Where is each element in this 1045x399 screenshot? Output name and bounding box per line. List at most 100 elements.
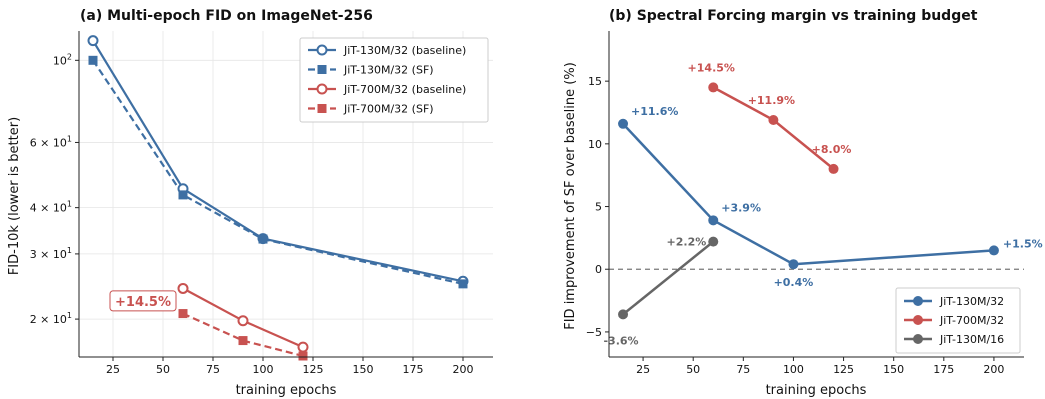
x-tick-label: 175 — [403, 363, 424, 376]
data-point-jit-130m-32-sf — [178, 190, 188, 200]
y-tick-base: 3 × 10 — [30, 248, 67, 261]
legend-label: JiT-700M/32 (baseline) — [343, 83, 466, 96]
data-label-jit-130m-16: +2.2% — [667, 236, 707, 249]
data-point-jit-700m-32-sf — [178, 309, 188, 319]
legend-label: JiT-130M/32 (baseline) — [343, 44, 466, 57]
panel-b-ticks: 25 50 75 100 125 150 175 200 −5 0 5 10 15 — [586, 75, 1005, 376]
legend-marker — [317, 104, 327, 113]
x-tick-label: 200 — [453, 363, 474, 376]
data-label-jit-130m-32: +1.5% — [1003, 237, 1043, 250]
legend-marker — [317, 65, 327, 74]
data-point-jit-700m-32 — [708, 82, 719, 93]
data-label-jit-130m-32: +11.6% — [631, 105, 678, 118]
legend-marker — [316, 83, 328, 95]
x-tick-label: 50 — [686, 363, 700, 376]
panel-b-legend: JiT-130M/32 JiT-700M/32 JiT-130M/16 — [895, 287, 1021, 354]
y-tick-label: 2 × 101 — [30, 311, 72, 326]
y-tick-base: 6 × 10 — [30, 136, 67, 149]
x-tick-label: 25 — [636, 363, 650, 376]
panel-b-point-labels: +11.6% +3.9% +0.4% +1.5% +14.5% +11.9% +8.0% -3… — [603, 61, 1042, 347]
data-label-jit-130m-16: -3.6% — [603, 334, 638, 347]
data-point-jit-130m-32 — [988, 245, 999, 256]
annotation-box — [109, 290, 177, 312]
data-point-jit-130m-16 — [618, 309, 629, 320]
legend-marker — [913, 296, 923, 306]
series-line-jit-130m-32-sf — [92, 59, 464, 285]
data-point-jit-700m-32-sf — [238, 336, 248, 346]
x-tick-label: 125 — [833, 363, 854, 376]
data-point-jit-700m-32-sf — [298, 351, 308, 361]
legend-label: JiT-130M/32 — [939, 295, 1004, 308]
legend-label: JiT-700M/32 — [939, 314, 1004, 327]
y-tick-label: −5 — [586, 326, 602, 339]
panel-a-legend: JiT-130M/32 (baseline) JiT-130M/32 (SF) Ji… — [299, 37, 489, 123]
panel-a-y-axis-label: FID-10k (lower is better) — [7, 117, 22, 275]
legend-marker — [913, 334, 923, 344]
y-tick-exponent: 1 — [67, 200, 72, 209]
y-tick-label: 0 — [595, 263, 602, 276]
x-tick-label: 200 — [983, 363, 1004, 376]
x-tick-label: 25 — [106, 363, 120, 376]
y-tick-label: 6 × 101 — [30, 134, 72, 149]
data-label-jit-130m-32: +3.9% — [721, 201, 761, 214]
legend-label: JiT-130M/16 — [939, 333, 1004, 346]
panel-a-fid-chart: (a) Multi-epoch FID on ImageNet-256 25 50… — [7, 8, 493, 398]
y-tick-label: 3 × 101 — [30, 246, 72, 261]
y-tick-label: 10 — [588, 138, 602, 151]
y-tick-label: 5 — [595, 201, 602, 214]
panel-a-annotation: +14.5% — [109, 290, 177, 312]
series-line-jit-130m-16 — [622, 240, 715, 316]
data-label-jit-700m-32: +14.5% — [688, 61, 735, 74]
data-point-jit-130m-32-sf — [458, 279, 468, 289]
data-point-jit-700m-32-baseline — [297, 341, 309, 353]
panel-b-x-axis-label: training epochs — [766, 383, 867, 398]
x-tick-label: 125 — [303, 363, 324, 376]
data-label-jit-130m-32: +0.4% — [774, 276, 814, 289]
y-tick-base: 10 — [53, 54, 67, 67]
y-tick-exponent: 1 — [67, 134, 72, 143]
panel-b-y-axis-label: FID improvement of SF over baseline (%) — [563, 62, 578, 330]
panel-b-margin-chart: (b) Spectral Forcing margin vs training … — [563, 8, 1043, 398]
panel-b-title: (b) Spectral Forcing margin vs training … — [609, 8, 978, 24]
legend-label: JiT-700M/32 (SF) — [343, 103, 434, 116]
y-tick-label: 102 — [53, 52, 72, 67]
x-tick-label: 100 — [783, 363, 804, 376]
y-tick-exponent: 1 — [67, 311, 72, 320]
y-tick-label: 4 × 101 — [30, 200, 72, 215]
series-line-jit-130m-32 — [622, 122, 994, 266]
data-point-jit-700m-32 — [828, 163, 839, 174]
panel-a-axes — [78, 31, 493, 358]
x-tick-label: 150 — [353, 363, 374, 376]
series-line-jit-130m-32-baseline — [92, 40, 464, 283]
y-tick-base: 2 × 10 — [30, 313, 67, 326]
data-point-jit-130m-32-sf — [88, 55, 98, 65]
panel-a-x-axis-label: training epochs — [236, 383, 337, 398]
data-point-jit-130m-16 — [708, 236, 719, 247]
data-point-jit-130m-32-baseline — [87, 35, 99, 47]
y-tick-label: 15 — [588, 75, 602, 88]
legend-box — [299, 37, 489, 123]
y-tick-exponent: 2 — [67, 52, 72, 61]
annotation-text: +14.5% — [115, 295, 171, 310]
data-point-jit-700m-32-baseline — [237, 315, 249, 327]
legend-marker — [913, 315, 923, 325]
data-label-jit-700m-32: +8.0% — [812, 143, 852, 156]
legend-marker — [316, 44, 328, 56]
data-point-jit-130m-32-sf — [258, 234, 268, 244]
x-tick-label: 75 — [206, 363, 220, 376]
x-tick-label: 75 — [736, 363, 750, 376]
x-tick-label: 50 — [156, 363, 170, 376]
x-tick-label: 175 — [933, 363, 954, 376]
panel-b-axes — [608, 31, 1024, 358]
x-tick-label: 100 — [253, 363, 274, 376]
data-point-jit-130m-32 — [788, 259, 799, 270]
panel-b-markers — [618, 82, 999, 320]
data-point-jit-130m-32 — [708, 215, 719, 226]
data-label-jit-700m-32: +11.9% — [748, 94, 795, 107]
data-point-jit-700m-32-baseline — [177, 282, 189, 294]
x-tick-label: 150 — [883, 363, 904, 376]
data-point-jit-700m-32 — [768, 115, 779, 126]
legend-label: JiT-130M/32 (SF) — [343, 64, 434, 77]
